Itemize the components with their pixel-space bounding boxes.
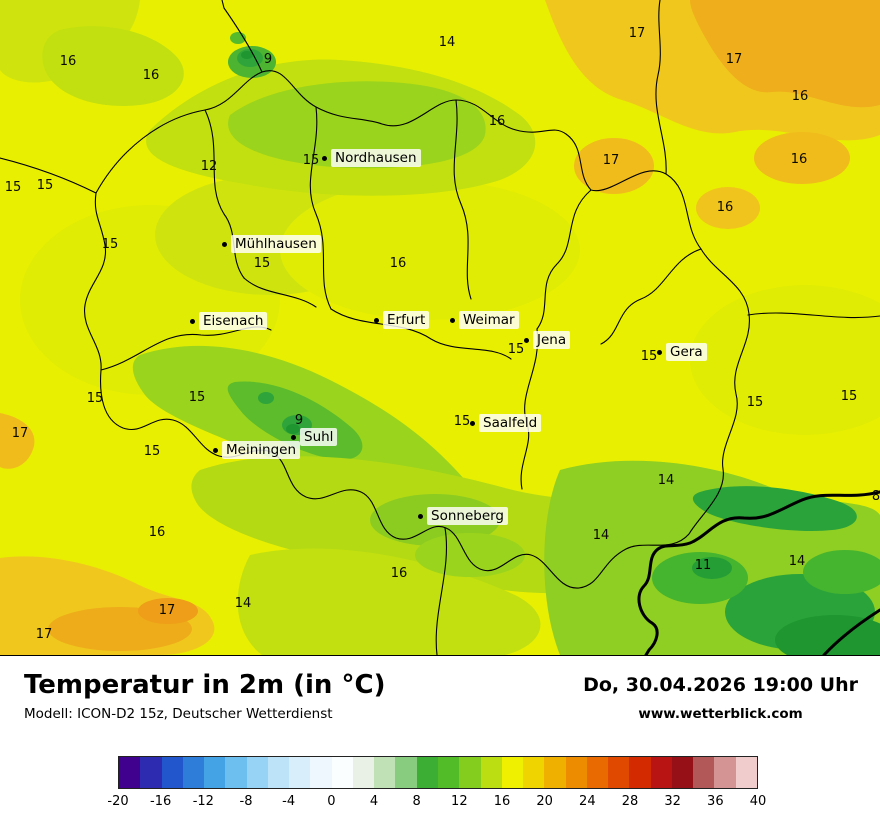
- legend-segment: [374, 757, 396, 788]
- color-scale-legend: -20 -16 -12 -8 -4 0 4 8 12 16 20 24 28 32 36 40: [107, 756, 766, 814]
- legend-segment: [310, 757, 332, 788]
- forecast-datetime: Do, 30.04.2026 19:00 Uhr: [583, 674, 858, 696]
- legend-segment: [608, 757, 630, 788]
- legend-segment: [395, 757, 417, 788]
- legend-tick-label: -16: [150, 794, 172, 809]
- legend-segment: [140, 757, 162, 788]
- legend-segment: [182, 757, 205, 788]
- legend-segment: [501, 757, 524, 788]
- legend-tick-label: 28: [621, 794, 639, 809]
- temperature-map: Nordhausen Mühlhausen Eisenach Erfurt Weimar…: [0, 0, 880, 655]
- legend-segment: [650, 757, 672, 788]
- legend-segment: [246, 757, 268, 788]
- footer-right: Do, 30.04.2026 19:00 Uhr www.wetterblick…: [583, 673, 858, 722]
- legend-ticks: -20 -16 -12 -8 -4 0 4 8 12 16 20 24 28 32 36 40: [107, 794, 766, 814]
- map-graphic: [0, 0, 880, 655]
- legend-segment: [459, 757, 481, 788]
- legend-tick-label: 40: [749, 794, 767, 809]
- legend-tick-label: -4: [282, 794, 296, 809]
- model-info: Modell: ICON-D2 15z, Deutscher Wetterdie…: [24, 706, 333, 722]
- legend-tick-label: 36: [707, 794, 724, 809]
- legend-tick-label: 0: [327, 794, 336, 809]
- legend-tick-label: -20: [107, 794, 129, 809]
- legend-tick-label: -8: [239, 794, 253, 809]
- legend-segment: [161, 757, 183, 788]
- legend-segment: [629, 757, 651, 788]
- footer: Temperatur in 2m (in °C) Modell: ICON-D2…: [0, 655, 880, 830]
- legend-segment: [289, 757, 311, 788]
- legend-segment: [523, 757, 545, 788]
- legend-segment: [735, 757, 757, 788]
- legend-tick-label: 4: [369, 794, 379, 809]
- legend-tick-label: 24: [579, 794, 596, 809]
- legend-segment: [416, 757, 438, 788]
- legend-segment: [225, 757, 247, 788]
- legend-segment: [267, 757, 290, 788]
- legend-segment: [565, 757, 587, 788]
- legend-segment: [119, 757, 141, 788]
- legend-segment: [671, 757, 694, 788]
- legend-bar: [118, 756, 758, 789]
- legend-segment: [204, 757, 226, 788]
- legend-segment: [352, 757, 375, 788]
- legend-tick-label: -12: [192, 794, 214, 809]
- legend-tick-label: 8: [412, 794, 421, 809]
- legend-tick-label: 16: [493, 794, 511, 809]
- legend-segment: [714, 757, 736, 788]
- legend-segment: [331, 757, 353, 788]
- legend-segment: [693, 757, 715, 788]
- legend-segment: [480, 757, 502, 788]
- footer-row: Temperatur in 2m (in °C) Modell: ICON-D2…: [0, 656, 880, 722]
- footer-left: Temperatur in 2m (in °C) Modell: ICON-D2…: [24, 670, 385, 722]
- website-url: www.wetterblick.com: [638, 706, 803, 722]
- legend-segment: [544, 757, 566, 788]
- legend-tick-label: 32: [664, 794, 681, 809]
- page-title: Temperatur in 2m (in °C): [24, 670, 386, 700]
- legend-tick-label: 20: [536, 794, 553, 809]
- legend-segment: [437, 757, 460, 788]
- legend-segment: [586, 757, 609, 788]
- legend-tick-label: 12: [451, 794, 468, 809]
